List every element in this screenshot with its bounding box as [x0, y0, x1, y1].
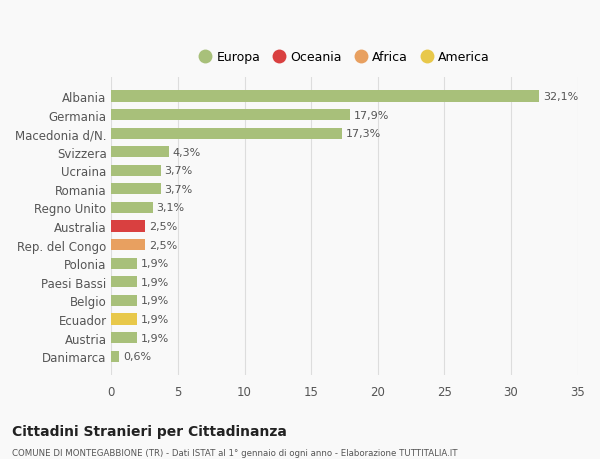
Legend: Europa, Oceania, Africa, America: Europa, Oceania, Africa, America	[193, 45, 496, 71]
Text: COMUNE DI MONTEGABBIONE (TR) - Dati ISTAT al 1° gennaio di ogni anno - Elaborazi: COMUNE DI MONTEGABBIONE (TR) - Dati ISTA…	[12, 448, 458, 457]
Text: 1,9%: 1,9%	[140, 258, 169, 269]
Text: 1,9%: 1,9%	[140, 314, 169, 324]
Bar	[112, 165, 161, 176]
Text: 17,9%: 17,9%	[354, 110, 389, 120]
Bar	[112, 202, 152, 213]
Bar	[112, 240, 145, 251]
Text: 0,6%: 0,6%	[124, 352, 151, 361]
Text: 3,7%: 3,7%	[164, 185, 193, 195]
Text: 1,9%: 1,9%	[140, 277, 169, 287]
Bar	[112, 258, 137, 269]
Bar	[112, 351, 119, 362]
Bar	[112, 295, 137, 306]
Bar	[112, 221, 145, 232]
Bar	[112, 110, 350, 121]
Text: 2,5%: 2,5%	[149, 240, 177, 250]
Text: 1,9%: 1,9%	[140, 296, 169, 306]
Bar	[112, 332, 137, 343]
Bar	[112, 147, 169, 158]
Text: 2,5%: 2,5%	[149, 222, 177, 231]
Text: 1,9%: 1,9%	[140, 333, 169, 343]
Bar	[112, 91, 539, 102]
Bar	[112, 184, 161, 195]
Text: 3,7%: 3,7%	[164, 166, 193, 176]
Bar	[112, 313, 137, 325]
Text: 32,1%: 32,1%	[543, 92, 578, 102]
Text: 17,3%: 17,3%	[346, 129, 381, 139]
Bar	[112, 128, 342, 140]
Bar	[112, 277, 137, 288]
Text: Cittadini Stranieri per Cittadinanza: Cittadini Stranieri per Cittadinanza	[12, 425, 287, 438]
Text: 4,3%: 4,3%	[173, 147, 201, 157]
Text: 3,1%: 3,1%	[157, 203, 185, 213]
